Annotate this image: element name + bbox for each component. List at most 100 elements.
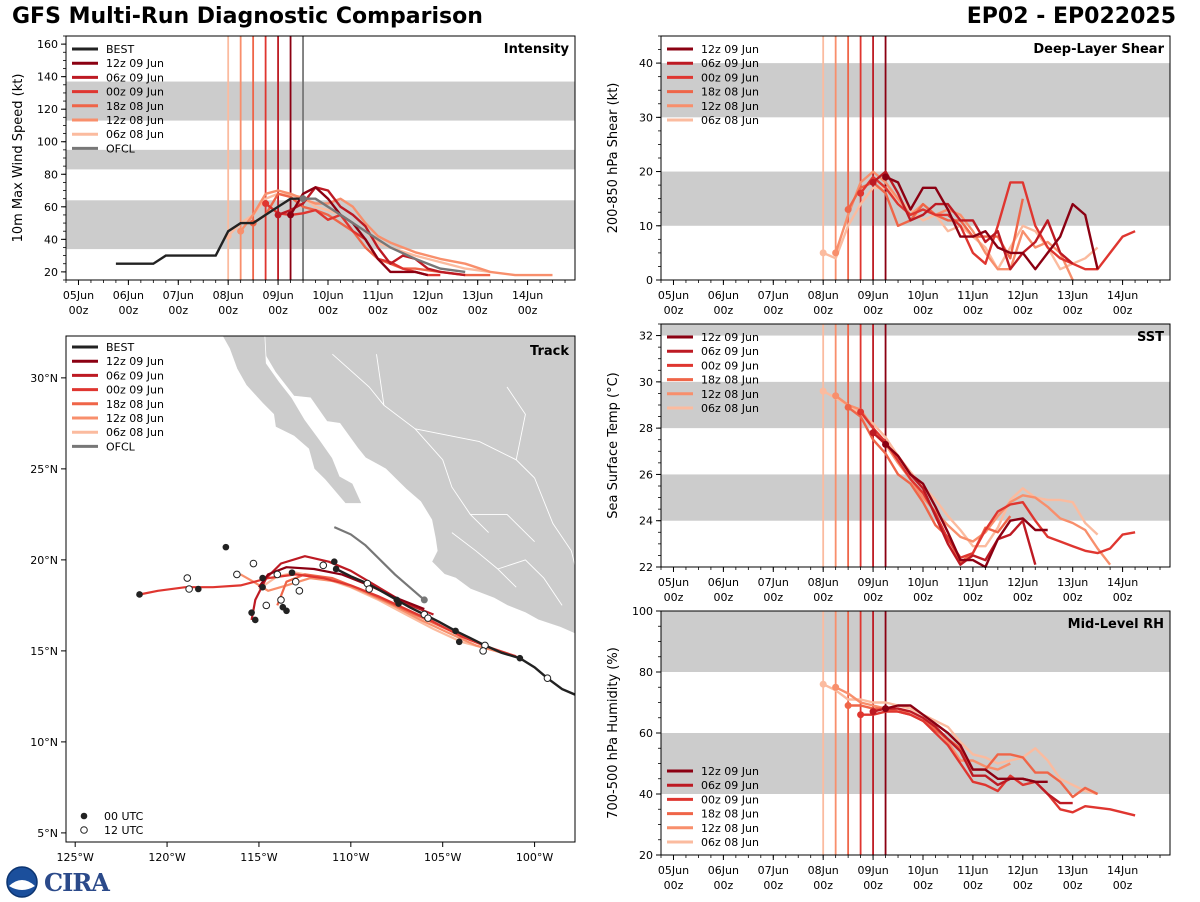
rh-ytick-label: 100 (632, 605, 653, 618)
track-lat-tick-label: 15°N (30, 645, 58, 658)
sst-xtick-sublabel: 00z (1013, 591, 1033, 604)
rh-ytick-label: 20 (639, 849, 653, 862)
track-state-border (415, 428, 535, 479)
track-lon-tick-label: 115°W (240, 851, 277, 864)
intensity-xtick-label: 10Jun (312, 289, 343, 302)
rh-xtick-sublabel: 00z (1113, 879, 1133, 892)
sst-xtick-sublabel: 00z (1113, 591, 1133, 604)
shear-xtick-sublabel: 00z (913, 304, 933, 317)
intensity-band (66, 149, 575, 170)
rh-xtick-sublabel: 00z (763, 879, 783, 892)
track-lat-tick-label: 10°N (30, 736, 58, 749)
rh-xtick-label: 08Jun (808, 864, 839, 877)
intensity-legend-label: 12z 09 Jun (106, 57, 164, 70)
intensity-series-start-point (274, 211, 282, 219)
intensity-xtick-sublabel: 00z (318, 304, 338, 317)
shear-ytick-label: 0 (646, 274, 653, 287)
track-marker-legend-label: 00 UTC (104, 810, 144, 823)
track-marker-00utc (332, 565, 340, 573)
rh-legend-label: 12z 08 Jun (701, 822, 759, 835)
sst-frame (660, 323, 1171, 568)
intensity-legend-label: 00z 09 Jun (106, 86, 164, 99)
sst-xtick-label: 13Jun (1057, 576, 1088, 589)
cira-logo-text: CIRA (44, 868, 110, 897)
rh-xtick-sublabel: 00z (713, 879, 733, 892)
rh-series-start-point (857, 711, 865, 719)
rh-xtick-sublabel: 00z (664, 879, 684, 892)
shear-legend-label: 18z 08 Jun (701, 86, 759, 99)
track-panel: 125°W 120°W 115°W 110°W 105°W 100°W 5°N 10°N 15°… (30, 335, 576, 864)
intensity-band (66, 81, 575, 121)
track-lon-tick-label: 100°W (516, 851, 553, 864)
sst-xtick-label: 10Jun (907, 576, 938, 589)
intensity-xtick-sublabel: 00z (368, 304, 388, 317)
intensity-ytick-label: 60 (44, 201, 58, 214)
intensity-ytick-label: 100 (37, 136, 58, 149)
shear-xtick-label: 12Jun (1007, 289, 1038, 302)
track-marker-00utc (452, 627, 459, 635)
rh-xtick-sublabel: 00z (1013, 879, 1033, 892)
rh-series-line (872, 707, 1073, 805)
rh-series-line (885, 704, 1048, 783)
sst-ylabel: Sea Surface Temp (°C) (606, 372, 621, 519)
rh-xtick-label: 05Jun (658, 864, 689, 877)
sst-legend-label: 18z 08 Jun (701, 374, 759, 387)
intensity-ofcl-line (303, 197, 466, 274)
track-marker-12utc (273, 570, 282, 579)
intensity-xtick-label: 06Jun (113, 289, 144, 302)
rh-legend-label: 06z 09 Jun (701, 779, 759, 792)
track-state-border (506, 386, 526, 460)
track-lat-tick-label: 30°N (30, 372, 58, 385)
sst-xtick-sublabel: 00z (863, 591, 883, 604)
sst-series-start-point (857, 408, 865, 416)
shear-series-line (885, 175, 1099, 271)
intensity-xtick-label: 12Jun (412, 289, 443, 302)
shear-xtick-sublabel: 00z (1013, 304, 1033, 317)
track-marker-12utc (365, 585, 373, 593)
sst-xtick-label: 07Jun (758, 576, 789, 589)
track-marker-00utc (330, 558, 338, 565)
shear-xtick-label: 10Jun (907, 289, 938, 302)
track-marker-00utc (283, 607, 290, 615)
sst-xtick-sublabel: 00z (1063, 591, 1083, 604)
intensity-xtick-sublabel: 00z (268, 304, 288, 317)
shear-ytick-label: 10 (639, 220, 653, 233)
shear-ylabel: 200-850 hPa Shear (kt) (606, 83, 621, 234)
track-legend-label: OFCL (106, 440, 136, 453)
shear-xtick-label: 05Jun (658, 289, 689, 302)
shear-title: Deep-Layer Shear (1033, 42, 1164, 57)
shear-series-start-point (832, 249, 840, 257)
sst-xtick-label: 12Jun (1007, 576, 1038, 589)
sst-xtick-label: 14Jun (1107, 576, 1138, 589)
noaa-logo-icon (6, 866, 38, 898)
rh-series-start-point (844, 702, 852, 710)
rh-ylabel: 700-500 hPa Humidity (%) (606, 647, 621, 819)
track-marker-00utc (136, 591, 143, 598)
shear-xtick-label: 11Jun (957, 289, 988, 302)
rh-xtick-sublabel: 00z (1063, 879, 1083, 892)
shear-xtick-sublabel: 00z (813, 304, 833, 317)
sst-band (661, 324, 1170, 336)
rh-legend-label: 12z 09 Jun (701, 765, 759, 778)
intensity-series-start-point (262, 200, 270, 208)
intensity-legend-label: OFCL (106, 142, 136, 155)
sst-xtick-sublabel: 00z (813, 591, 833, 604)
sst-ytick-label: 24 (639, 515, 653, 528)
track-lon-tick-label: 125°W (57, 851, 94, 864)
sst-legend-label: 06z 08 Jun (701, 402, 759, 415)
shear-ytick-label: 40 (639, 57, 653, 70)
rh-series-line (822, 683, 1098, 796)
rh-xtick-sublabel: 00z (813, 879, 833, 892)
intensity-xtick-sublabel: 00z (468, 304, 488, 317)
sst-panel: 22 24 26 28 30 32 05Jun 00z 06Jun 00z 07Jun 00z 08Ju… (606, 323, 1171, 604)
track-marker-12utc (185, 585, 193, 593)
sst-series-start-point (844, 403, 852, 411)
rh-xtick-label: 13Jun (1057, 864, 1088, 877)
rh-legend-label: 18z 08 Jun (701, 808, 759, 821)
track-marker-00utc (222, 543, 230, 551)
rh-xtick-sublabel: 00z (963, 879, 983, 892)
sst-xtick-sublabel: 00z (713, 591, 733, 604)
sst-series-start-point (832, 392, 840, 400)
rh-xtick-sublabel: 00z (863, 879, 883, 892)
figure-title: GFS Multi-Run Diagnostic Comparison (12, 4, 483, 29)
